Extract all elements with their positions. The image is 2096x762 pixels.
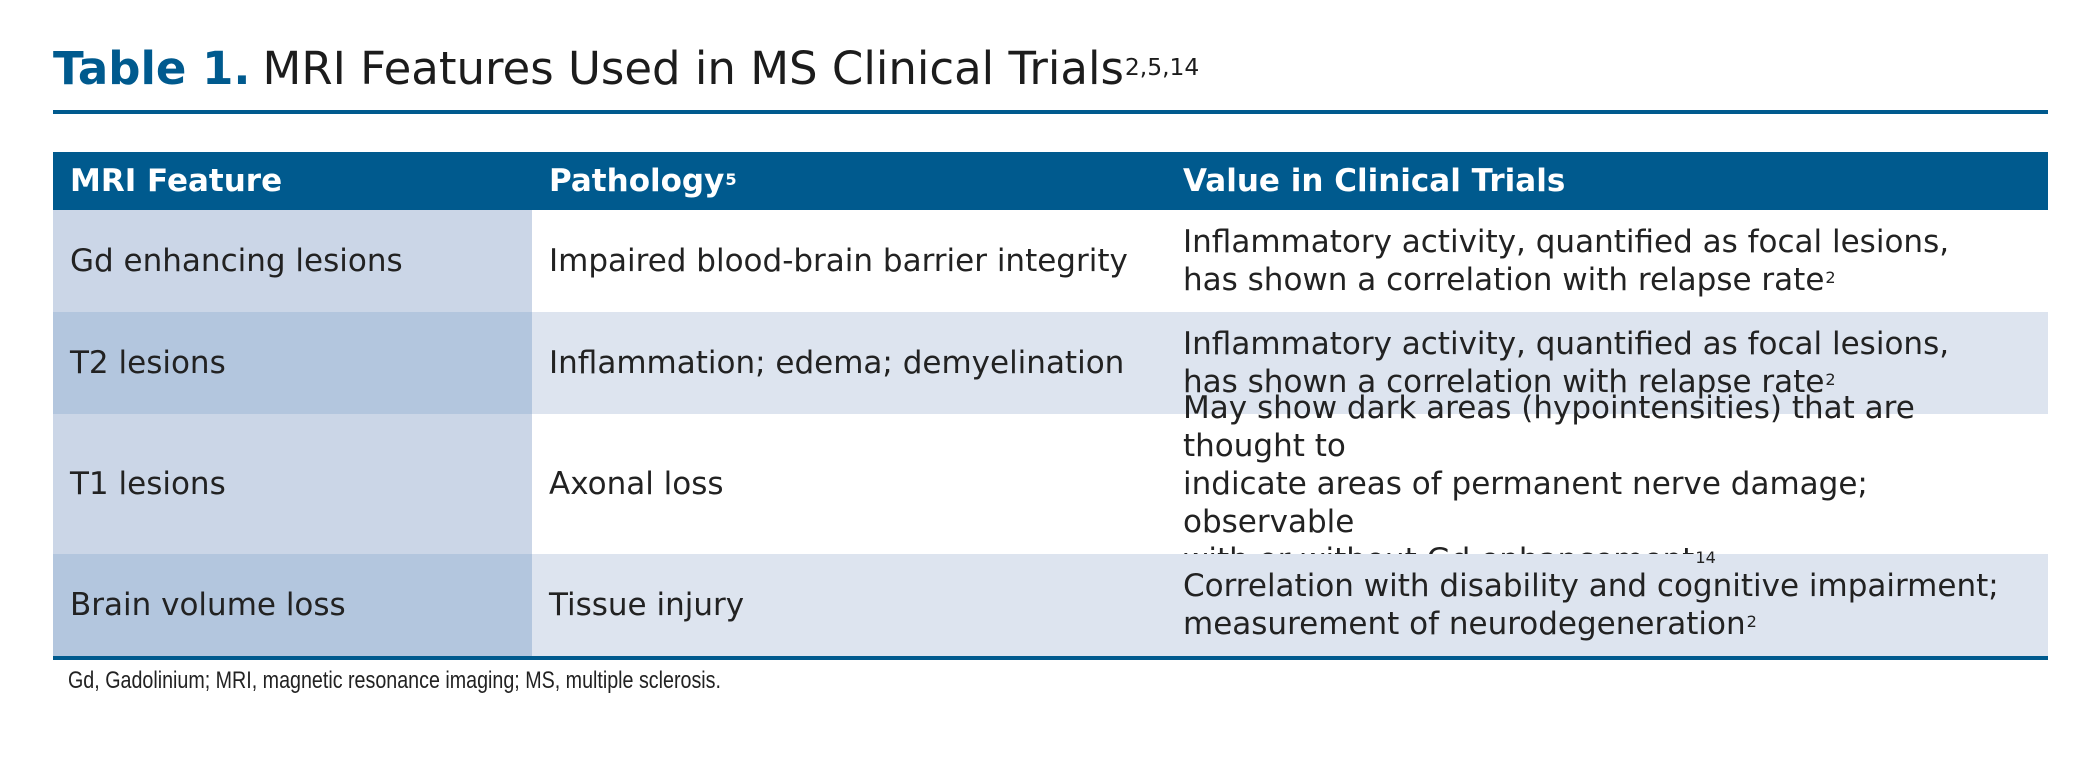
value-line: Inflammatory activity, quantified as foc… [1183, 326, 1950, 362]
table-footnote: Gd, Gadolinium; MRI, magnetic resonance … [68, 667, 721, 694]
value-line: Correlation with disability and cognitiv… [1183, 568, 1999, 604]
table-title: Table 1. MRI Features Used in MS Clinical… [53, 36, 1199, 102]
header-mri-feature: MRI Feature [70, 163, 283, 199]
pathology-cell: Axonal loss [532, 414, 1166, 554]
value-reference: 2 [1746, 612, 1757, 631]
table-header-row: MRI Feature Pathology 5 Value in Clinical… [53, 152, 2048, 210]
table-row: Brain volume loss Tissue injury Correlat… [53, 554, 2048, 656]
feature-cell: Brain volume loss [53, 554, 532, 656]
value-line: Inflammatory activity, quantified as foc… [1183, 224, 1950, 260]
feature-cell: T2 lesions [53, 312, 532, 414]
value-cell: Inflammatory activity, quantified as foc… [1166, 312, 2048, 414]
value-reference: 2 [1825, 268, 1836, 287]
table-bottom-rule [53, 656, 2048, 660]
header-pathology-reference: 5 [725, 169, 737, 189]
value-line: has shown a correlation with relapse rat… [1183, 364, 1825, 400]
value-line: May show dark areas (hypointensities) th… [1183, 390, 1915, 464]
value-line: measurement of neurodegeneration [1183, 606, 1746, 642]
pathology-cell: Tissue injury [532, 554, 1166, 656]
feature-cell: T1 lesions [53, 414, 532, 554]
header-value-in-clinical-trials: Value in Clinical Trials [1183, 163, 1566, 199]
value-reference: 14 [1695, 548, 1716, 567]
table-row: Gd enhancing lesions Impaired blood-brai… [53, 210, 2048, 312]
value-cell: Inflammatory activity, quantified as foc… [1166, 210, 2048, 312]
value-cell: May show dark areas (hypointensities) th… [1166, 390, 2048, 578]
feature-cell: Gd enhancing lesions [53, 210, 532, 312]
value-cell: Correlation with disability and cognitiv… [1166, 554, 2048, 656]
table-title-text: MRI Features Used in MS Clinical Trials [262, 42, 1124, 95]
table-title-references: 2,5,14 [1124, 53, 1200, 81]
table-row: T1 lesions Axonal loss May show dark are… [53, 390, 2048, 578]
title-rule [53, 110, 2048, 114]
value-line: indicate areas of permanent nerve damage… [1183, 466, 1868, 540]
mri-features-table: MRI Feature Pathology 5 Value in Clinical… [53, 152, 2048, 660]
table-number-label: Table 1. [53, 42, 251, 95]
table-row: T2 lesions Inflammation; edema; demyelin… [53, 312, 2048, 414]
header-pathology: Pathology 5 [549, 163, 737, 199]
pathology-cell: Inflammation; edema; demyelination [532, 312, 1166, 414]
value-reference: 2 [1825, 370, 1836, 389]
value-line: has shown a correlation with relapse rat… [1183, 262, 1825, 298]
pathology-cell: Impaired blood-brain barrier integrity [532, 210, 1166, 312]
